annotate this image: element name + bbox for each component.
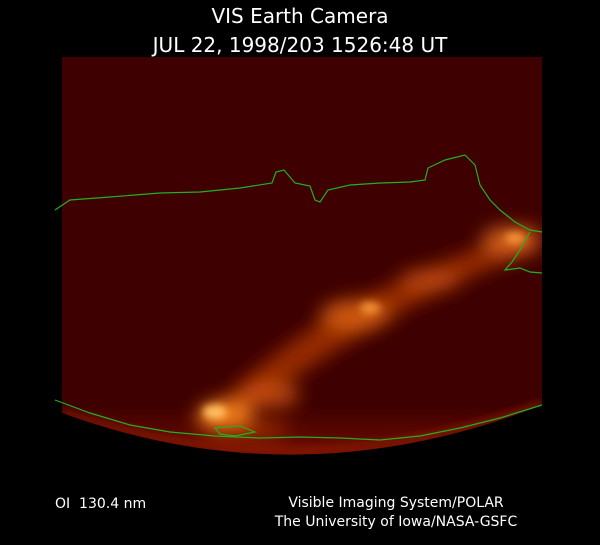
filter-label: OI 130.4 nm	[55, 496, 146, 512]
title: VIS Earth Camera	[211, 4, 388, 28]
coastlines	[54, 154, 543, 441]
timestamp: JUL 22, 1998/203 1526:48 UT	[151, 33, 448, 57]
aurora	[195, 225, 540, 438]
credit-line: Visible Imaging System/POLAR	[288, 495, 504, 511]
earth-image	[62, 57, 542, 455]
credit-line: The University of Iowa/NASA-GSFC	[274, 514, 518, 530]
aurora-core	[203, 232, 525, 419]
